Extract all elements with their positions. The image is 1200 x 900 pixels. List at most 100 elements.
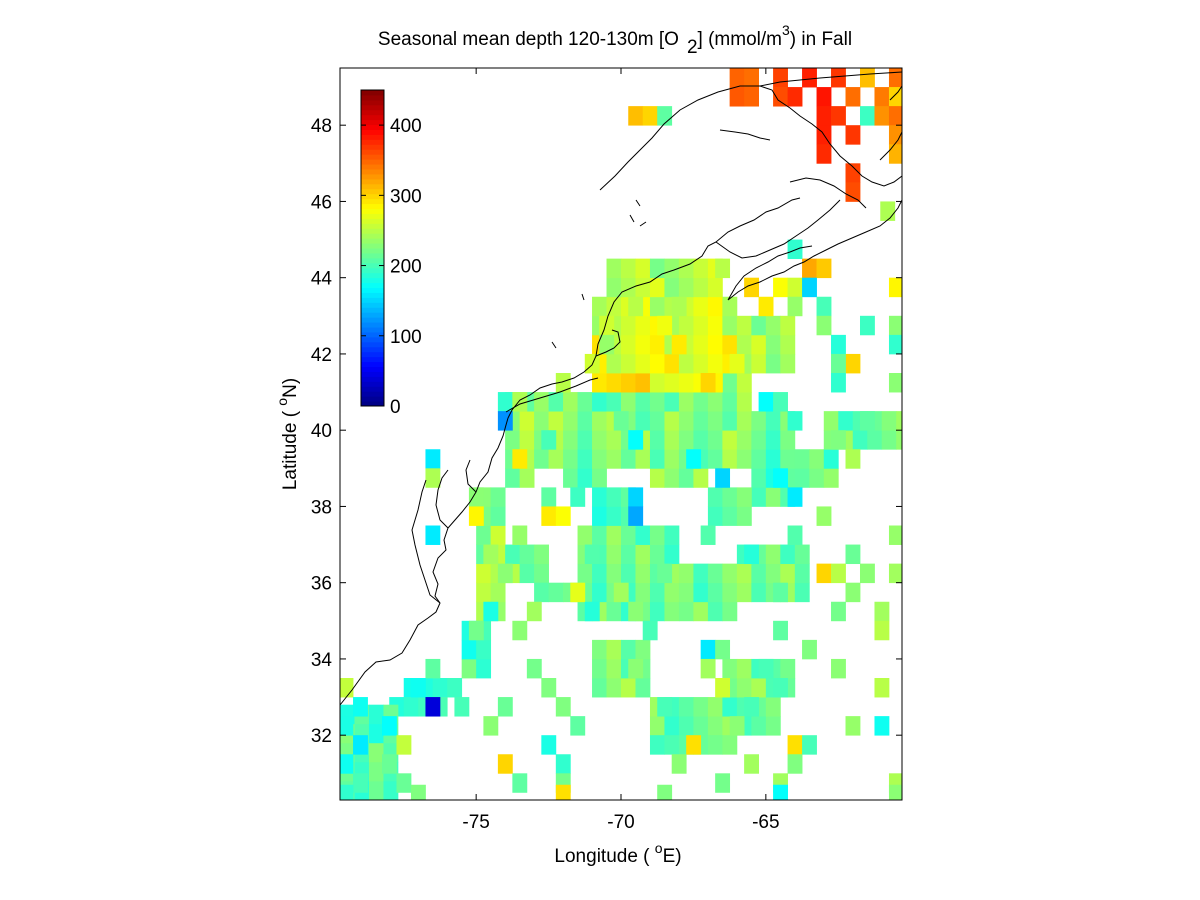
map-cell	[722, 411, 738, 431]
map-cell	[773, 468, 788, 488]
map-cell	[368, 780, 384, 800]
map-cell	[780, 353, 796, 374]
coastline-chesapeake	[411, 459, 477, 604]
x-tick-label: -70	[607, 812, 634, 833]
chart-title: Seasonal mean depth 120-130m [O 2] (mmol/…	[378, 22, 852, 58]
colorbar-gradient	[361, 90, 384, 407]
map-cell	[592, 392, 607, 412]
map-cell	[490, 582, 506, 603]
map-cell	[628, 601, 644, 622]
map-cell	[845, 544, 861, 565]
map-cell	[722, 296, 738, 317]
map-cell	[621, 277, 636, 298]
map-cell	[678, 373, 694, 393]
map-cell	[700, 525, 716, 545]
map-cell	[751, 678, 767, 698]
colorbar-step	[361, 257, 384, 264]
map-cell	[707, 735, 723, 755]
map-cell	[454, 697, 470, 717]
colorbar-step	[361, 178, 384, 185]
map-cell	[468, 506, 484, 526]
map-cell	[512, 525, 528, 545]
map-cell	[686, 449, 702, 469]
colorbar-step	[361, 164, 384, 170]
map-cell	[621, 639, 636, 660]
colorbar-tick-label: 400	[390, 116, 422, 137]
map-cell	[765, 487, 781, 507]
map-cell	[497, 392, 513, 412]
map-cell	[664, 735, 680, 755]
map-cell	[678, 716, 694, 736]
map-cell	[461, 639, 477, 660]
map-cell	[526, 601, 542, 622]
map-cell	[794, 468, 810, 488]
map-cell	[657, 784, 673, 800]
map-cell	[563, 430, 578, 450]
map-cell	[628, 658, 644, 679]
map-cell	[592, 678, 607, 698]
map-cell	[809, 449, 825, 469]
coastline-gaspe	[599, 85, 902, 191]
map-cell	[736, 373, 752, 393]
map-cell	[773, 784, 788, 800]
map-cell	[845, 182, 861, 202]
map-cell	[736, 430, 752, 450]
map-cell	[505, 544, 521, 565]
map-cell	[794, 563, 810, 584]
map-cell	[722, 735, 738, 755]
data-cells	[340, 68, 902, 800]
colorbar-step	[361, 312, 384, 318]
map-cell	[541, 678, 557, 698]
map-cell	[476, 658, 492, 679]
map-cell	[888, 784, 902, 800]
map-cell	[512, 620, 528, 641]
colorbar-step	[361, 317, 384, 323]
map-cell	[563, 449, 578, 469]
map-cell	[707, 487, 723, 507]
map-cell	[802, 277, 817, 298]
map-cell	[490, 506, 506, 526]
colorbar-step	[361, 169, 384, 175]
colorbar: 400 300 200 100 0	[360, 89, 422, 418]
map-cell	[577, 468, 593, 488]
map-cell	[874, 716, 890, 736]
map-cell	[563, 411, 578, 431]
map-cell	[592, 468, 607, 488]
map-cell	[425, 697, 441, 717]
map-cell	[432, 678, 448, 698]
map-cell	[649, 277, 665, 298]
map-cell	[340, 784, 354, 800]
map-cell	[678, 563, 694, 584]
map-cell	[874, 106, 890, 126]
map-cell	[816, 506, 832, 526]
map-cell	[606, 449, 622, 469]
map-cell	[787, 239, 803, 260]
colorbar-tick-label: 0	[390, 397, 401, 418]
map-cell	[831, 106, 846, 126]
map-cell	[476, 525, 492, 545]
colorbar-step	[361, 351, 384, 358]
map-cell	[649, 296, 665, 317]
map-cell	[722, 487, 738, 507]
map-cell	[664, 353, 680, 374]
y-tick-label: 38	[311, 497, 332, 518]
colorbar-step	[361, 139, 384, 145]
colorbar-tick-label: 300	[390, 186, 422, 207]
map-cell	[693, 315, 709, 336]
map-cell	[780, 658, 796, 679]
map-cell	[867, 430, 883, 450]
map-cell	[707, 697, 723, 717]
map-cell	[548, 411, 564, 431]
map-cell	[780, 563, 796, 584]
map-cell	[534, 563, 549, 584]
y-tick-label: 44	[311, 269, 333, 290]
map-cell	[664, 468, 680, 488]
x-axis-label: Longitude ( oE)	[554, 840, 681, 867]
map-cell	[802, 735, 817, 755]
map-cell	[519, 430, 535, 450]
colorbar-step	[361, 228, 384, 234]
map-cell	[649, 430, 665, 450]
map-cell	[693, 582, 709, 603]
map-cell	[693, 716, 709, 736]
map-cell	[592, 373, 607, 393]
